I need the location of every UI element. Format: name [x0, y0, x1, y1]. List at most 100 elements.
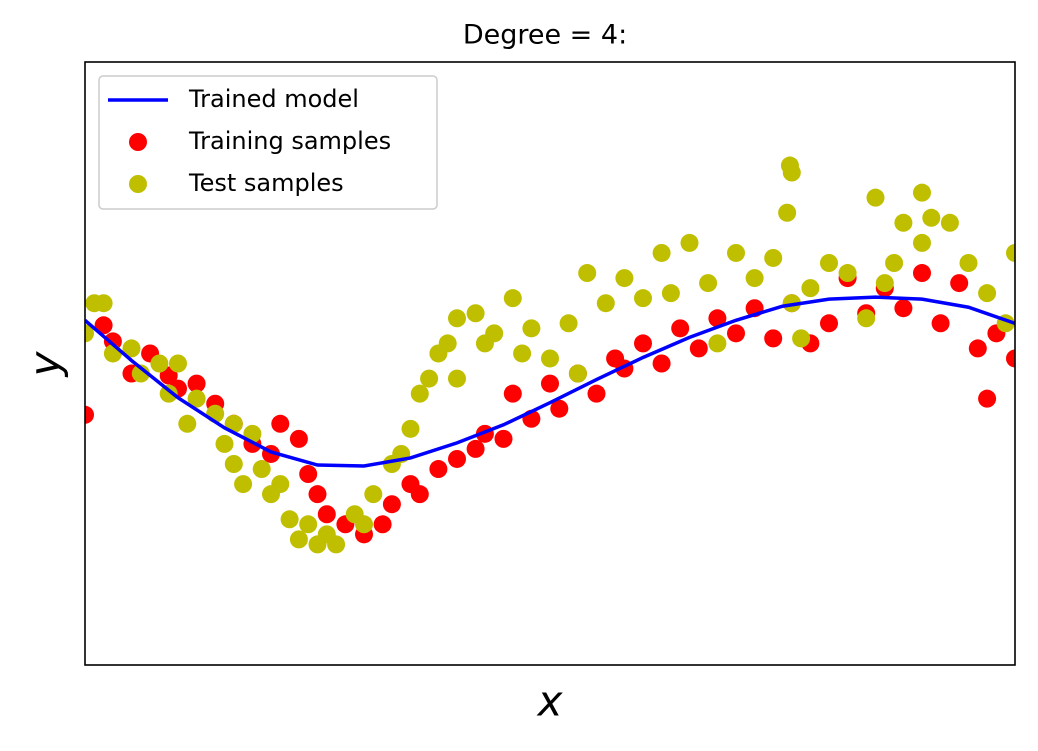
- scatter-point: [224, 455, 243, 473]
- scatter-point: [940, 213, 959, 232]
- scatter-point: [708, 309, 727, 328]
- scatter-point: [159, 384, 178, 403]
- scatter-point: [234, 475, 253, 494]
- scatter-point: [150, 354, 169, 373]
- scatter-point: [503, 384, 522, 403]
- scatter-point: [420, 369, 439, 388]
- scatter-point: [894, 213, 913, 232]
- scatter-point: [85, 324, 94, 343]
- scatter-point: [727, 243, 745, 262]
- scatter-point: [131, 364, 150, 383]
- scatter-point: [373, 515, 392, 534]
- plot-area: [85, 156, 1015, 554]
- scatter-point: [652, 243, 671, 262]
- scatter-point: [931, 314, 950, 333]
- scatter-point: [466, 304, 485, 323]
- scatter-point: [541, 374, 559, 393]
- scatter-point: [289, 530, 308, 549]
- scatter-point: [94, 316, 113, 335]
- legend-label: Test samples: [188, 169, 344, 197]
- scatter-point: [857, 309, 876, 328]
- scatter-point: [169, 354, 187, 373]
- scatter-point: [764, 329, 783, 348]
- legend-label: Training samples: [188, 127, 391, 155]
- scatter-point: [708, 334, 727, 353]
- scatter-point: [559, 314, 578, 333]
- scatter-point: [317, 505, 336, 524]
- legend-marker: [129, 133, 147, 151]
- scatter-point: [894, 299, 913, 318]
- scatter-point: [327, 535, 346, 554]
- scatter-point: [634, 334, 652, 353]
- scatter-point: [410, 384, 429, 403]
- scatter-point: [661, 284, 680, 303]
- scatter-point: [94, 294, 113, 313]
- scatter-point: [885, 254, 904, 272]
- scatter-point: [950, 274, 969, 293]
- scatter-point: [727, 324, 745, 343]
- scatter-point: [587, 384, 606, 403]
- scatter-point: [596, 294, 615, 313]
- scatter-point: [820, 254, 838, 272]
- scatter-point: [401, 419, 420, 438]
- legend-marker: [129, 175, 147, 193]
- scatter-point: [355, 515, 373, 534]
- scatter-point: [187, 374, 206, 393]
- plot-frame: [84, 61, 1016, 666]
- scatter-point: [299, 515, 318, 534]
- scatter-point: [745, 269, 764, 288]
- scatter-point: [513, 344, 532, 363]
- scatter-point: [289, 429, 308, 448]
- scatter-point: [215, 434, 234, 453]
- scatter-point: [652, 354, 671, 373]
- scatter-point: [634, 289, 652, 308]
- legend-box: [98, 75, 438, 210]
- scatter-point: [838, 264, 857, 283]
- scatter-point: [778, 203, 797, 222]
- scatter-point: [764, 248, 783, 267]
- scatter-point: [494, 429, 513, 448]
- scatter-point: [252, 460, 271, 479]
- scatter-point: [103, 344, 122, 363]
- scatter-point: [522, 319, 541, 338]
- scatter-point: [466, 439, 485, 458]
- scatter-point: [922, 208, 941, 227]
- scatter-point: [875, 274, 894, 293]
- scatter-point: [968, 339, 987, 358]
- scatter-point: [308, 485, 327, 504]
- scatter-point: [382, 495, 401, 514]
- scatter-point: [224, 414, 243, 433]
- scatter-point: [178, 414, 197, 433]
- scatter-point: [187, 389, 206, 408]
- chart-title: Degree = 4:: [463, 20, 627, 51]
- y-axis-label: y: [21, 350, 70, 378]
- scatter-point: [280, 510, 299, 529]
- scatter-point: [913, 264, 931, 283]
- scatter-point: [85, 405, 94, 424]
- scatter-point: [541, 349, 559, 368]
- scatter-point: [410, 485, 429, 504]
- scatter-point: [978, 389, 997, 408]
- scatter-point: [913, 183, 931, 202]
- scatter-point: [568, 364, 587, 383]
- scatter-point: [780, 156, 799, 175]
- scatter-point: [820, 314, 838, 333]
- x-axis-label: x: [536, 677, 564, 726]
- legend-label: Trained model: [188, 85, 359, 113]
- scatter-point: [689, 339, 708, 358]
- scatter-point: [699, 274, 718, 293]
- scatter-point: [913, 233, 931, 252]
- scatter-point: [448, 449, 466, 468]
- scatter-point: [271, 414, 290, 433]
- scatter-point: [978, 284, 997, 303]
- scatter-point: [503, 289, 522, 308]
- scatter-point: [1006, 349, 1015, 368]
- scatter-point: [299, 465, 318, 484]
- scatter-point: [578, 264, 597, 283]
- scatter-point: [448, 369, 466, 388]
- scatter-point: [866, 188, 885, 207]
- scatter-point: [429, 460, 448, 479]
- scatter-point: [801, 279, 820, 298]
